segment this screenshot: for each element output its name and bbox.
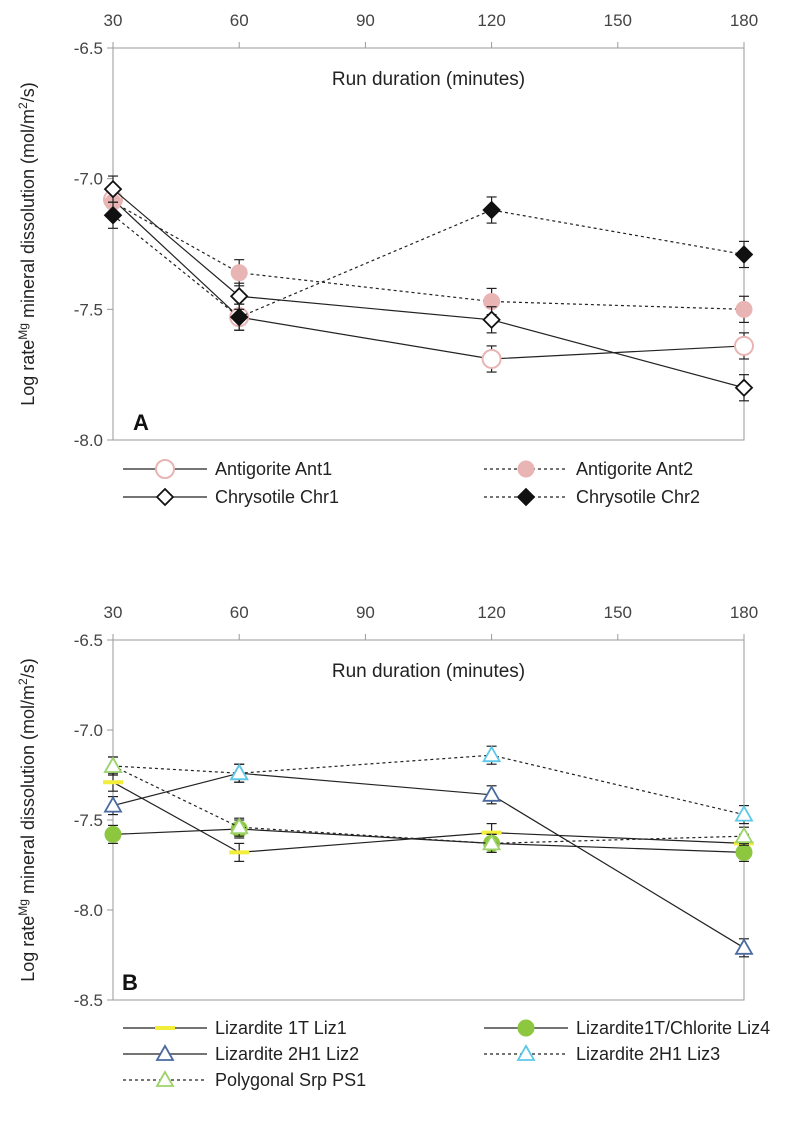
legend-marker bbox=[155, 1044, 175, 1061]
data-point bbox=[103, 756, 123, 773]
legend-marker bbox=[516, 487, 536, 507]
y-axis-title: Log rateMg mineral dissolution (mol/m2/s… bbox=[16, 658, 38, 982]
series-line bbox=[112, 828, 745, 853]
data-point bbox=[230, 264, 248, 282]
data-point bbox=[482, 310, 501, 330]
x-tick-label: 60 bbox=[230, 11, 249, 30]
x-tick-label: 90 bbox=[356, 11, 375, 30]
data-point bbox=[734, 826, 754, 844]
series-line bbox=[112, 199, 745, 360]
legend-label: Lizardite 1T Liz1 bbox=[215, 1018, 347, 1038]
series-polygonal-srp-ps1 bbox=[103, 756, 754, 854]
y-tick-label: -7.0 bbox=[74, 721, 103, 740]
series-line bbox=[112, 209, 745, 318]
legend-marker bbox=[155, 1070, 175, 1087]
legend-marker bbox=[155, 459, 175, 479]
panel-label: A bbox=[133, 410, 149, 435]
x-tick-label: 180 bbox=[730, 11, 758, 30]
x-tick-label: 180 bbox=[730, 603, 758, 622]
data-point bbox=[734, 335, 754, 356]
legend-entry: Lizardite 2H1 Liz2 bbox=[123, 1044, 359, 1064]
data-point bbox=[229, 763, 249, 781]
y-axis-title: Log rateMg mineral dissolution (mol/m2/s… bbox=[16, 82, 38, 406]
series-line bbox=[112, 765, 745, 845]
data-point bbox=[482, 784, 502, 802]
legend-label: Lizardite 2H1 Liz2 bbox=[215, 1044, 359, 1064]
data-point bbox=[103, 795, 123, 813]
x-tick-label: 60 bbox=[230, 603, 249, 622]
legend-label: Chrysotile Chr2 bbox=[576, 487, 700, 507]
series-chrysotile-chr1 bbox=[103, 175, 754, 402]
data-point bbox=[229, 817, 249, 835]
legend-label: Antigorite Ant1 bbox=[215, 459, 332, 479]
data-point bbox=[734, 378, 754, 398]
legend-entry: Chrysotile Chr2 bbox=[484, 487, 700, 507]
x-tick-label: 30 bbox=[104, 11, 123, 30]
legend-entry: Antigorite Ant1 bbox=[123, 459, 332, 479]
data-point bbox=[734, 937, 754, 955]
data-point bbox=[229, 307, 249, 327]
legend-entry: Antigorite Ant2 bbox=[484, 459, 693, 479]
legend-marker bbox=[517, 460, 535, 478]
series-chrysotile-chr2 bbox=[103, 196, 754, 331]
y-tick-label: -6.5 bbox=[74, 39, 103, 58]
x-tick-label: 120 bbox=[477, 11, 505, 30]
y-tick-label: -8.0 bbox=[74, 901, 103, 920]
x-tick-label: 120 bbox=[477, 603, 505, 622]
y-tick-label: -8.5 bbox=[74, 991, 103, 1010]
data-point bbox=[734, 804, 754, 822]
legend-label: Lizardite1T/Chlorite Liz4 bbox=[576, 1018, 770, 1038]
y-tick-label: -7.5 bbox=[74, 300, 103, 319]
data-point bbox=[482, 833, 502, 851]
data-point bbox=[104, 825, 122, 843]
legend-entry: Lizardite 1T Liz1 bbox=[123, 1018, 347, 1038]
legend-entry: Lizardite1T/Chlorite Liz4 bbox=[484, 1018, 770, 1038]
plot-area bbox=[112, 639, 745, 1001]
x-tick-label: 30 bbox=[104, 603, 123, 622]
legend-entry: Lizardite 2H1 Liz3 bbox=[484, 1044, 720, 1064]
series-line bbox=[112, 201, 745, 310]
x-tick-label: 90 bbox=[356, 603, 375, 622]
x-axis-title: Run duration (minutes) bbox=[332, 661, 525, 682]
y-tick-label: -6.5 bbox=[74, 631, 103, 650]
data-point bbox=[103, 205, 123, 225]
data-point bbox=[103, 179, 123, 199]
x-tick-label: 150 bbox=[604, 11, 632, 30]
y-tick-label: -7.5 bbox=[74, 811, 103, 830]
legend-entry: Polygonal Srp PS1 bbox=[123, 1070, 366, 1090]
legend-entry: Chrysotile Chr1 bbox=[123, 487, 339, 507]
legend-marker bbox=[516, 1044, 536, 1061]
plot-area bbox=[112, 47, 745, 441]
data-point bbox=[482, 200, 501, 220]
y-tick-label: -8.0 bbox=[74, 431, 103, 450]
legend-label: Polygonal Srp PS1 bbox=[215, 1070, 366, 1090]
legend-label: Antigorite Ant2 bbox=[576, 459, 693, 479]
data-point bbox=[482, 745, 502, 763]
series-line bbox=[112, 781, 745, 854]
chart-panel-a: 30 60 90 120 150 180 -6.5 -7.0 -7.5 -8.0 Run durat… bbox=[16, 11, 758, 507]
y-tick-label: -7.0 bbox=[74, 170, 103, 189]
series-line bbox=[112, 188, 745, 389]
series-line bbox=[112, 772, 745, 949]
legend-label: Lizardite 2H1 Liz3 bbox=[576, 1044, 720, 1064]
x-tick-label: 150 bbox=[604, 603, 632, 622]
legend-label: Chrysotile Chr1 bbox=[215, 487, 339, 507]
data-point bbox=[481, 348, 502, 369]
data-point bbox=[734, 245, 754, 264]
data-point bbox=[735, 300, 753, 318]
panel-label: B bbox=[122, 970, 138, 995]
series-line bbox=[112, 754, 745, 816]
legend-marker bbox=[155, 487, 175, 507]
data-point bbox=[735, 843, 753, 861]
x-axis-title: Run duration (minutes) bbox=[332, 69, 525, 90]
chart-panel-b: 30 60 90 120 150 180 -6.5 -7.0 -7.5 -8.0 -8.5 Run d… bbox=[16, 603, 770, 1090]
legend-marker bbox=[517, 1019, 535, 1037]
